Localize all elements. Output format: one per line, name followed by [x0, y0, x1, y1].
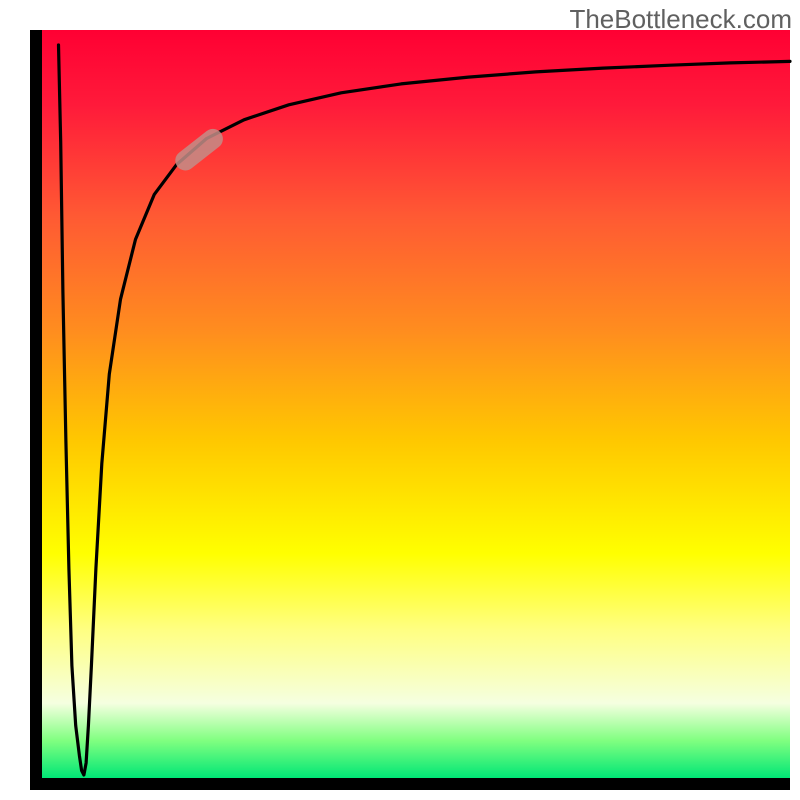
- y-axis-frame: [30, 30, 42, 790]
- watermark-text: TheBottleneck.com: [569, 4, 792, 35]
- chart-canvas: TheBottleneck.com: [0, 0, 800, 800]
- plot-background-gradient: [42, 30, 790, 778]
- x-axis-frame: [30, 778, 790, 790]
